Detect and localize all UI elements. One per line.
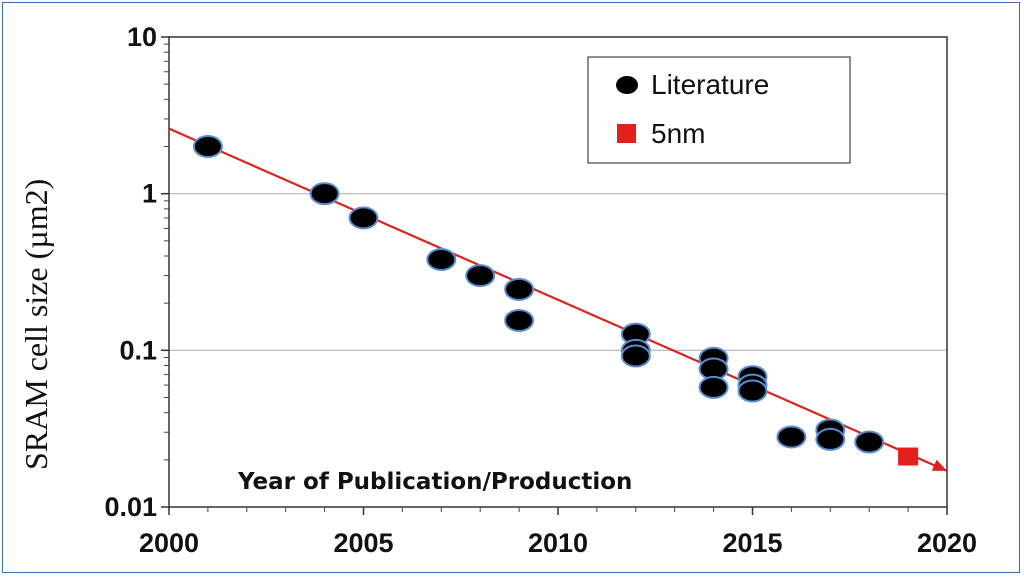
literature-point [348, 206, 379, 230]
literature-point [309, 182, 340, 206]
grid-lines [169, 193, 947, 351]
literature-point [854, 430, 885, 454]
literature-point [698, 375, 729, 399]
y-tick-label: 0.01 [104, 492, 157, 522]
trend-line [168, 127, 948, 472]
y-tick-label: 10 [127, 22, 157, 52]
literature-point [504, 309, 535, 333]
x-axis-label: Year of Publication/Production [237, 469, 632, 495]
legend-label-5nm: 5nm [651, 118, 705, 149]
x-tick-label: 2020 [917, 528, 977, 558]
literature-point [815, 427, 846, 451]
legend: Literature 5nm [587, 56, 851, 164]
literature-point [737, 379, 768, 403]
literature-point [776, 425, 807, 449]
literature-point [192, 135, 223, 159]
legend-label-literature: Literature [651, 69, 769, 100]
y-axis-label: SRAM cell size (µm2) [18, 179, 54, 470]
legend-circle-marker [616, 76, 638, 94]
x-tick-label: 2005 [333, 528, 393, 558]
x-tick-label: 2010 [528, 528, 588, 558]
five-nm-point [898, 447, 919, 466]
trend-line-group [168, 127, 948, 472]
data-points [192, 135, 919, 466]
y-tick-label: 0.1 [119, 335, 157, 365]
trend-arrowhead [931, 459, 947, 471]
y-tick-label: 1 [142, 179, 157, 209]
x-tick-label: 2000 [139, 528, 199, 558]
legend-box [587, 56, 851, 164]
literature-point [620, 344, 651, 368]
literature-point [465, 264, 496, 288]
literature-point [426, 248, 457, 272]
literature-point [504, 277, 535, 301]
axes: 0.01 0.1 1 10 2000 2005 2010 2015 2020 [104, 22, 977, 558]
x-tick-label: 2015 [722, 528, 782, 558]
legend-square-marker [617, 124, 636, 143]
